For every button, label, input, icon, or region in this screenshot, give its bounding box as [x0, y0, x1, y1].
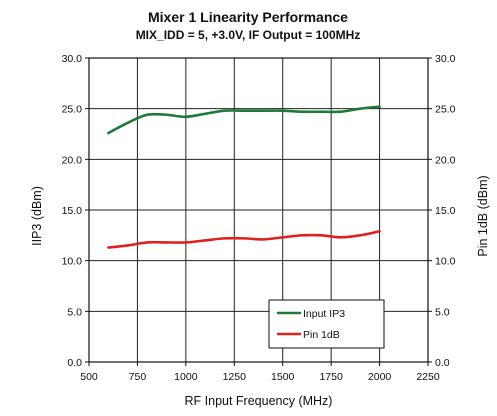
legend-box: [268, 299, 385, 349]
x-tick-label: 1750: [319, 371, 343, 383]
y-tick-label: 10.0: [62, 256, 83, 268]
series-line-input-ip3: [107, 105, 381, 135]
x-tick-label: 1250: [223, 371, 247, 383]
series-layer: [107, 105, 381, 249]
y-tick-label: 30.0: [62, 53, 83, 65]
y2-tick-label: 0.0: [435, 357, 450, 369]
x-tick-label: 500: [80, 371, 98, 383]
axes-layer: 500 750 1000 1250 1500 1750 2000 2250 0.0 5.0 10.0…: [62, 53, 456, 383]
legend-label-pin-1db: Pin 1dB: [303, 329, 340, 341]
y2-tick-label: 10.0: [435, 256, 456, 268]
y-tick-label: 25.0: [62, 104, 83, 116]
y-tick-label: 5.0: [67, 306, 82, 318]
y2-tick-label: 15.0: [435, 205, 456, 217]
chart-title: Mixer 1 Linearity Performance: [148, 9, 348, 25]
x-tick-label: 1500: [271, 371, 295, 383]
x-tick-label: 1000: [174, 371, 198, 383]
y-tick-label: 20.0: [62, 154, 83, 166]
series-line-pin-1db: [107, 229, 381, 249]
x-tick-label: 2250: [416, 371, 440, 383]
x-tick-label: 2000: [368, 371, 392, 383]
y2-tick-label: 25.0: [435, 104, 456, 116]
y2-axis-label: Pin 1dB (dBm): [476, 175, 490, 256]
y2-tick-label: 5.0: [435, 306, 450, 318]
grid-layer: [89, 58, 428, 362]
legend-label-input-ip3: Input IP3: [303, 308, 345, 320]
x-axis-label: RF Input Frequency (MHz): [185, 394, 333, 408]
y2-tick-label: 20.0: [435, 154, 456, 166]
y-tick-label: 15.0: [62, 205, 83, 217]
y-axis-label: IIP3 (dBm): [30, 186, 44, 246]
chart-subtitle: MIX_IDD = 5, +3.0V, IF Output = 100MHz: [136, 28, 361, 42]
y2-tick-label: 30.0: [435, 53, 456, 65]
x-tick-label: 750: [129, 371, 147, 383]
y-tick-label: 0.0: [67, 357, 82, 369]
legend: Input IP3 Pin 1dB: [268, 299, 385, 349]
